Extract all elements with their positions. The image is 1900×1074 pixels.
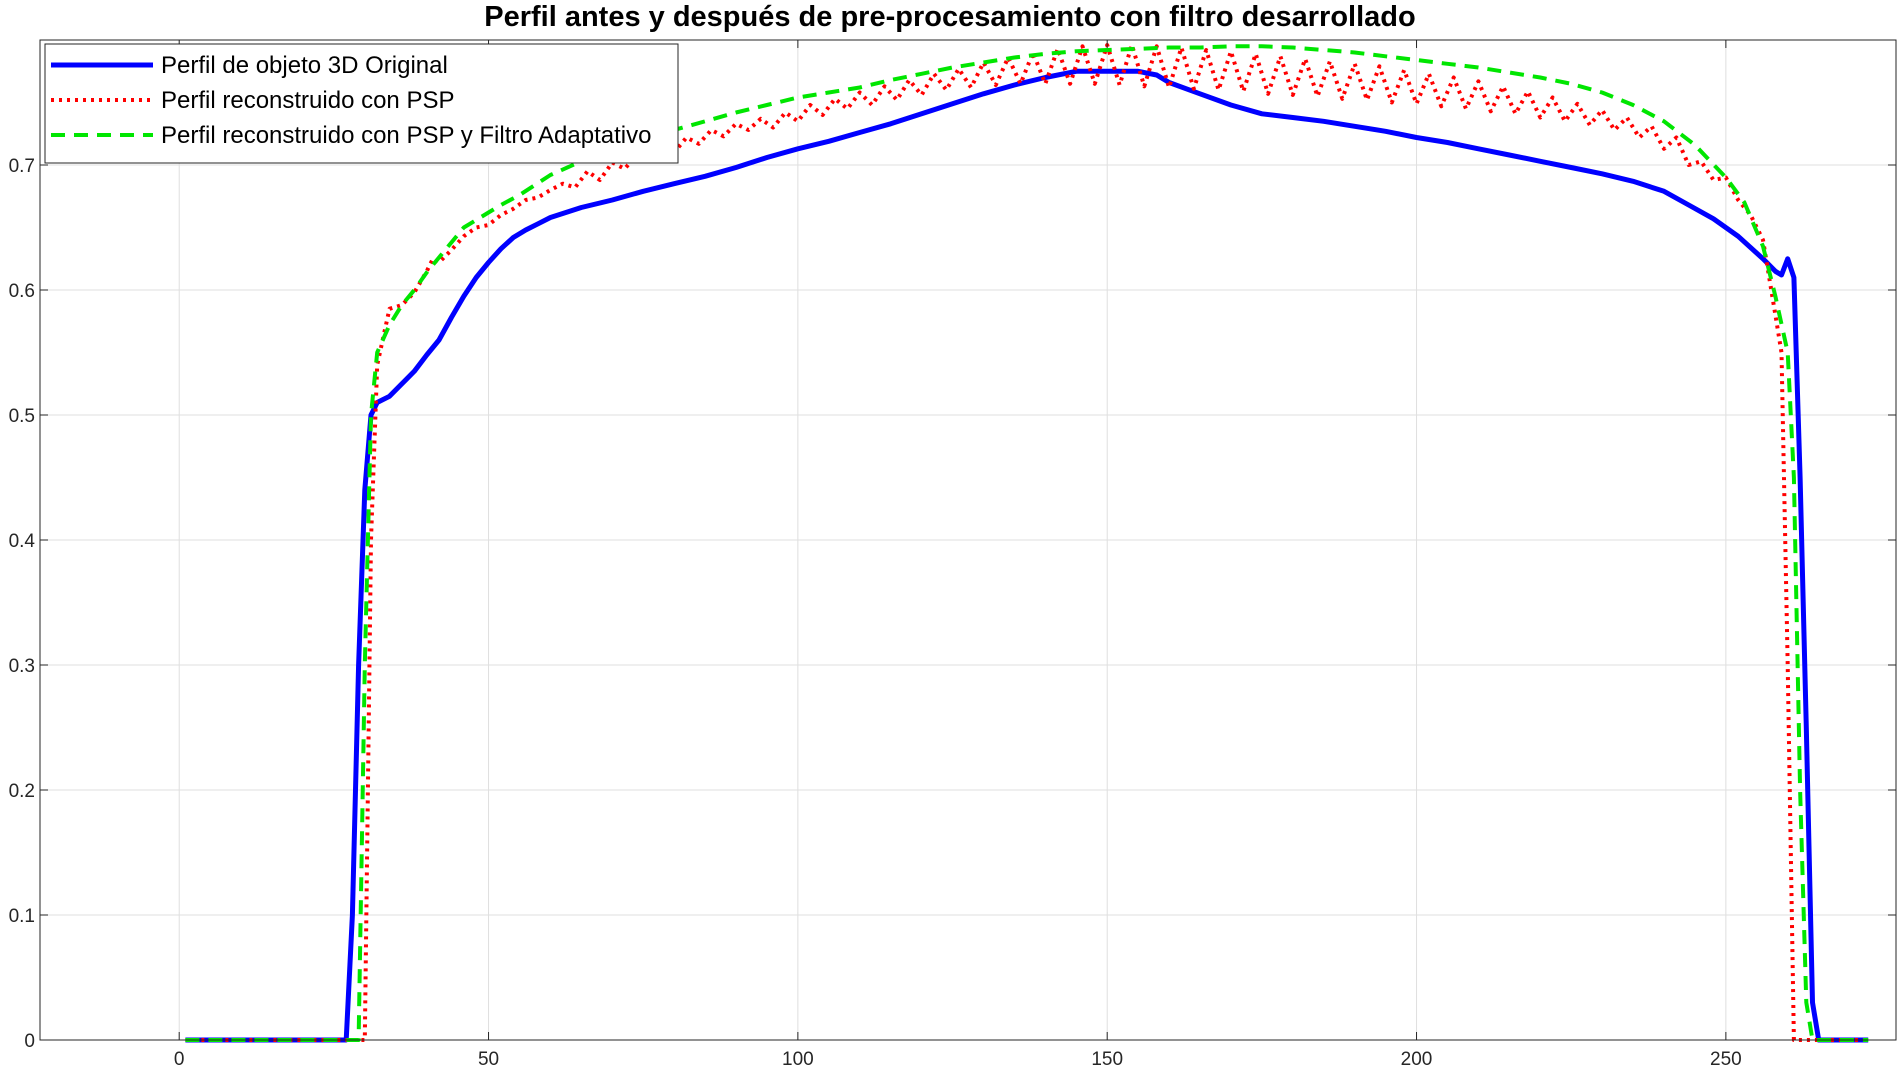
y-tick-label: 0.3 bbox=[9, 656, 35, 677]
legend-label-2: Perfil reconstruido con PSP bbox=[161, 87, 454, 114]
y-tick-label: 0.1 bbox=[9, 906, 35, 927]
series-lines bbox=[185, 43, 1869, 1043]
x-tick-label: 100 bbox=[782, 1049, 814, 1070]
legend: Perfil de objeto 3D Original Perfil recon… bbox=[44, 43, 679, 164]
x-tick-label: 150 bbox=[1091, 1049, 1123, 1070]
series-line-3 bbox=[185, 44, 1869, 1042]
y-tick-label: 0 bbox=[24, 1031, 35, 1052]
series-line-2 bbox=[185, 43, 1869, 1042]
y-tick-label: 0.2 bbox=[9, 781, 35, 802]
y-tick-label: 0.4 bbox=[9, 531, 36, 552]
legend-label-1: Perfil de objeto 3D Original bbox=[161, 52, 448, 79]
chart-title: Perfil antes y después de pre-procesamie… bbox=[484, 1, 1416, 33]
y-tick-label: 0.7 bbox=[9, 156, 35, 177]
x-tick-label: 0 bbox=[174, 1049, 185, 1070]
x-tick-label: 250 bbox=[1710, 1049, 1742, 1070]
x-tick-label: 50 bbox=[478, 1049, 499, 1070]
y-tick-label: 0.6 bbox=[9, 281, 35, 302]
y-tick-label: 0.5 bbox=[9, 406, 35, 427]
tick-labels: 0 50 100 150 200 250 0 0.1 0.2 0.3 0.4 0.5 0.6 0.7 bbox=[9, 156, 1742, 1070]
x-tick-label: 200 bbox=[1401, 1049, 1433, 1070]
legend-label-3: Perfil reconstruido con PSP y Filtro Ada… bbox=[161, 122, 651, 149]
grid-lines bbox=[40, 40, 1896, 1041]
series-line-1 bbox=[185, 68, 1869, 1043]
